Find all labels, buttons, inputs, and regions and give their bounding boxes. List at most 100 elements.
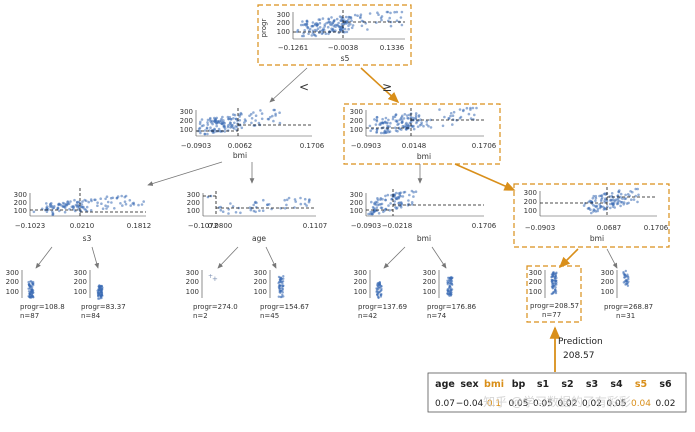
scatter-point [350,26,354,30]
scatter-point [616,194,620,197]
scatter-point [425,123,429,126]
prediction-value: 208.57 [563,351,595,361]
svg-text:300: 300 [254,269,267,277]
instance-value-bmi: 0.1 [487,399,501,409]
instance-value-age: 0.07 [435,399,455,409]
scatter-point [621,197,624,200]
scatter-point [414,190,418,193]
scatter-point [318,26,322,29]
scatter-point [296,28,300,32]
leaf-point [376,282,379,285]
scatter-point [229,121,232,125]
scatter-point [366,28,369,31]
leaf-point [554,288,557,291]
leaf-6-points [446,275,454,297]
scatter-point [254,114,258,117]
scatter-point [343,30,346,34]
leaf-8-points [622,269,630,287]
scatter-point [408,121,412,125]
scatter-point [599,205,603,208]
scatter-point [271,114,274,118]
scatter-point [80,203,84,206]
bmi-rr-ytick-300: 300 [524,189,537,197]
svg-text:200: 200 [254,278,267,286]
scatter-point [299,23,303,27]
leaf-point [380,287,383,290]
scatter-point [449,112,453,115]
scatter-point [197,127,201,131]
leaf-point [29,280,32,283]
scatter-point [400,202,403,205]
scatter-point [254,210,257,214]
scatter-point [268,115,272,119]
scatter-point [208,129,211,132]
scatter-point [223,127,227,131]
leaf-point [554,291,558,295]
edge-greater-equal-label: ≥ [382,80,392,94]
scatter-point [473,113,476,117]
scatter-point [380,15,384,18]
scatter-point [451,114,455,117]
root-ytick-200: 200 [277,19,290,27]
root-xtick-max: 0.1336 [380,44,405,52]
watermark-text: 知乎 @学习数据的了有彩彩 [483,394,631,409]
bmi-rl-ytick-300: 300 [350,191,363,199]
scatter-point [594,196,598,200]
scatter-point [397,196,401,199]
scatter-point [475,106,478,110]
scatter-point [412,127,416,131]
leaf-point [448,284,452,288]
instance-column-s2: s2 [561,379,573,390]
scatter-point [632,198,636,201]
scatter-point [310,34,314,37]
scatter-point [379,197,383,200]
scatter-point [208,118,212,121]
scatter-point [129,204,132,207]
scatter-point [429,118,432,122]
scatter-point [318,21,322,25]
instance-column-bmi: bmi [484,379,504,390]
leaf-point [282,275,285,278]
scatter-point [369,210,373,214]
bmi-rl-ytick-200: 200 [350,199,363,207]
scatter-point [372,207,376,210]
scatter-point [285,198,289,202]
scatter-point [625,202,629,205]
scatter-point [389,24,393,28]
svg-text:200: 200 [423,278,436,286]
scatter-point [449,114,452,118]
scatter-point [375,115,379,119]
leaf-7-path-frame [526,265,582,323]
s3-feature-label: s3 [83,234,92,243]
scatter-point [415,121,418,125]
scatter-point [599,199,603,203]
right-ytick-200: 200 [350,117,363,125]
scatter-point [198,122,202,126]
scatter-point [209,126,212,129]
scatter-point [425,120,429,123]
age-xtick-max: 0.1107 [303,222,328,230]
s3-ytick-300: 300 [14,191,27,199]
scatter-point [198,129,202,133]
instance-value-s4: 0.05 [606,399,626,409]
scatter-point [240,126,244,130]
svg-text:300: 300 [529,269,542,277]
scatter-point [213,116,216,120]
leaf-point [277,275,281,279]
leaf-point [550,273,554,276]
scatter-point [260,112,264,115]
scatter-point [205,126,209,130]
node-age: 300 200 100 −0.1072 0.0800 0.1107 age [187,191,328,243]
scatter-point [395,10,399,14]
left-feature-label: bmi [233,151,247,160]
left-ytick-100: 100 [180,126,193,134]
scatter-point [341,17,345,20]
leaf-point [282,295,285,298]
svg-text:200: 200 [74,278,87,286]
leaf-8: 300 200 100 progr=268.87 n=31 [601,269,654,320]
scatter-point [74,203,78,207]
scatter-point [596,209,599,213]
leaf-2-points [96,284,104,300]
node-left-bmi: 300 200 100 −0.0903 0.0062 0.1706 bmi [180,108,325,160]
node-s3: 300 200 100 −0.1023 0.0210 0.1812 s3 [14,188,151,243]
